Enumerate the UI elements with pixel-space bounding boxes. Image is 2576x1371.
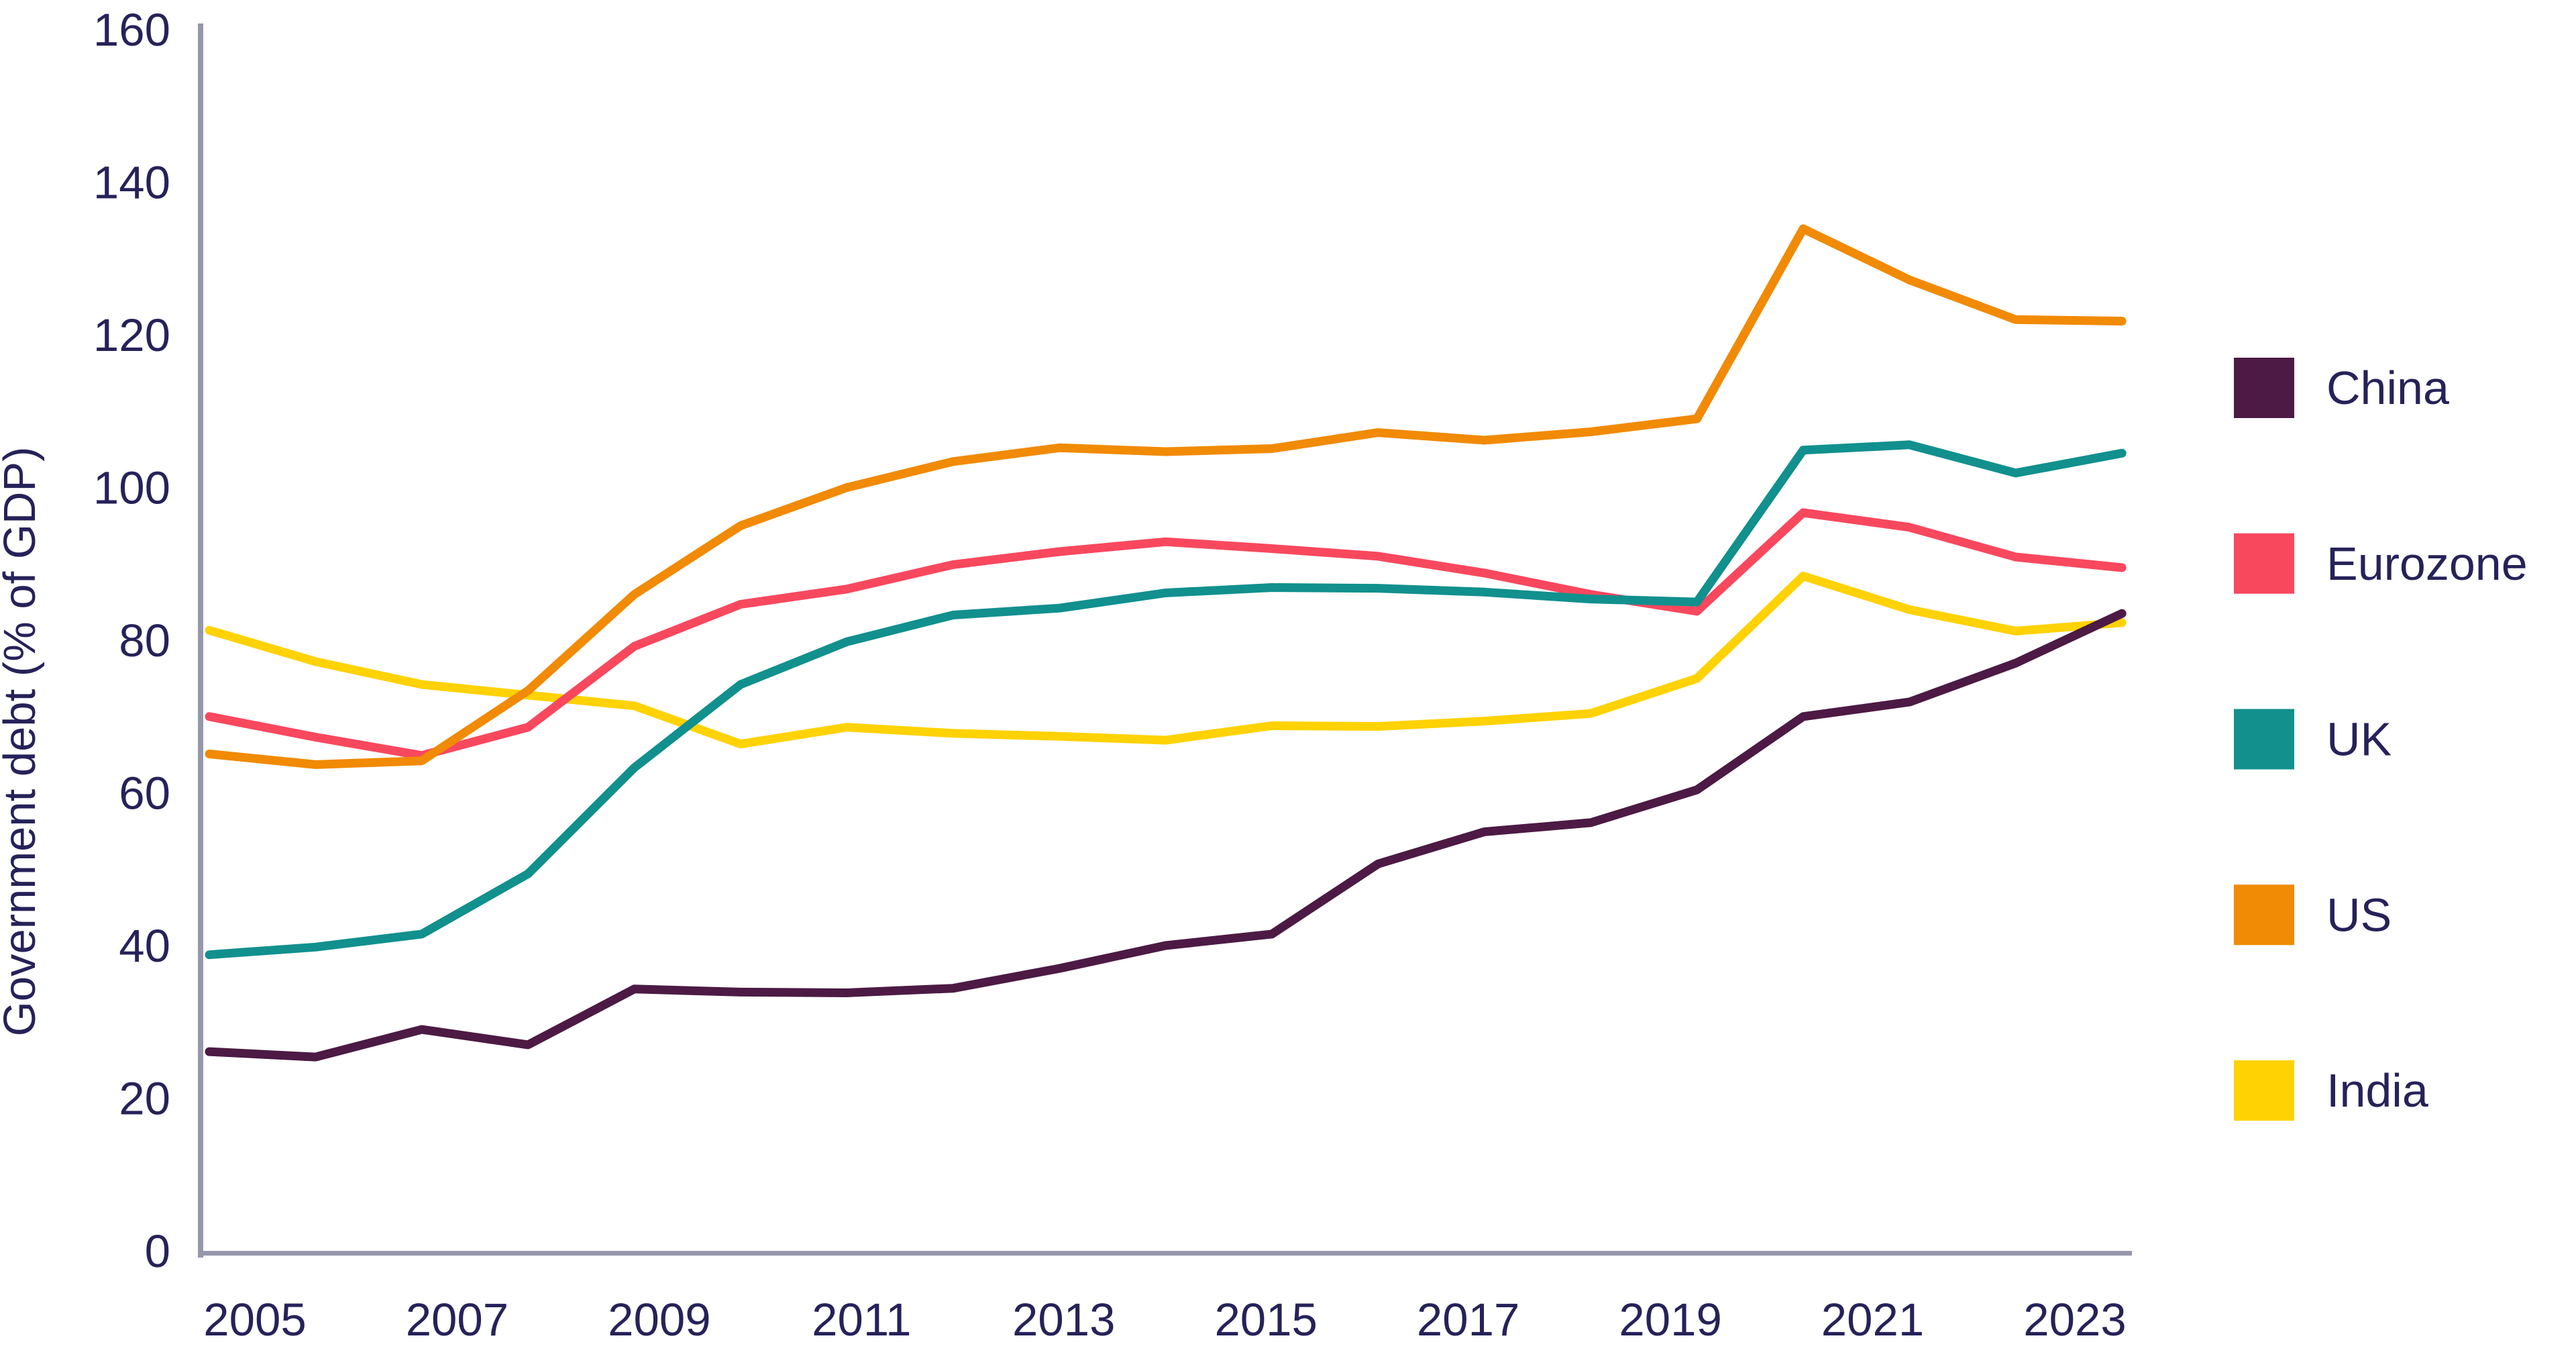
- y-tick-label-100: 100: [93, 462, 170, 514]
- eurozone-legend-swatch-icon: [2234, 533, 2294, 594]
- uk-legend-swatch-icon: [2234, 709, 2294, 770]
- legend-label-us: US: [2326, 888, 2392, 941]
- series-line-us[interactable]: [205, 224, 2127, 769]
- china-legend-swatch-icon: [2234, 358, 2294, 418]
- x-tick-label-2015: 2015: [1214, 1294, 1318, 1345]
- series-line-eurozone[interactable]: [205, 508, 2127, 760]
- series-line-china[interactable]: [205, 609, 2127, 1062]
- legend-item-eurozone[interactable]: Eurozone: [2234, 533, 2528, 594]
- x-tick-label-2005: 2005: [203, 1294, 307, 1345]
- y-tick-label-60: 60: [119, 768, 170, 819]
- series-line-uk[interactable]: [205, 440, 2127, 960]
- y-tick-label-120: 120: [93, 309, 170, 361]
- x-tick-label-2019: 2019: [1619, 1294, 1722, 1345]
- y-tick-label-160: 160: [93, 4, 170, 56]
- y-axis-title: Government debt (% of GDP): [0, 447, 45, 1037]
- us-legend-swatch-icon: [2234, 884, 2294, 946]
- y-tick-label-80: 80: [119, 615, 170, 666]
- india-legend-swatch-icon: [2234, 1060, 2294, 1121]
- x-tick-label-2011: 2011: [812, 1294, 911, 1345]
- legend-label-eurozone: Eurozone: [2326, 538, 2528, 590]
- y-tick-label-40: 40: [119, 920, 170, 972]
- legend-label-uk: UK: [2326, 713, 2392, 766]
- x-tick-label-2013: 2013: [1012, 1294, 1116, 1345]
- legend-item-india[interactable]: India: [2234, 1060, 2428, 1121]
- legend-item-china[interactable]: China: [2234, 358, 2449, 418]
- legend-label-china: China: [2326, 362, 2449, 414]
- legend-item-us[interactable]: US: [2234, 884, 2392, 946]
- y-tick-label-20: 20: [119, 1073, 170, 1125]
- x-tick-label-2023: 2023: [2023, 1294, 2127, 1345]
- x-tick-label-2021: 2021: [1821, 1294, 1925, 1345]
- x-tick-label-2017: 2017: [1417, 1294, 1520, 1345]
- series-line-india[interactable]: [205, 571, 2127, 749]
- x-tick-label-2009: 2009: [608, 1294, 711, 1345]
- y-tick-label-140: 140: [93, 157, 170, 209]
- legend-item-uk[interactable]: UK: [2234, 709, 2392, 770]
- x-tick-label-2007: 2007: [406, 1294, 509, 1345]
- y-tick-label-0: 0: [145, 1225, 170, 1277]
- legend-label-india: India: [2326, 1064, 2428, 1117]
